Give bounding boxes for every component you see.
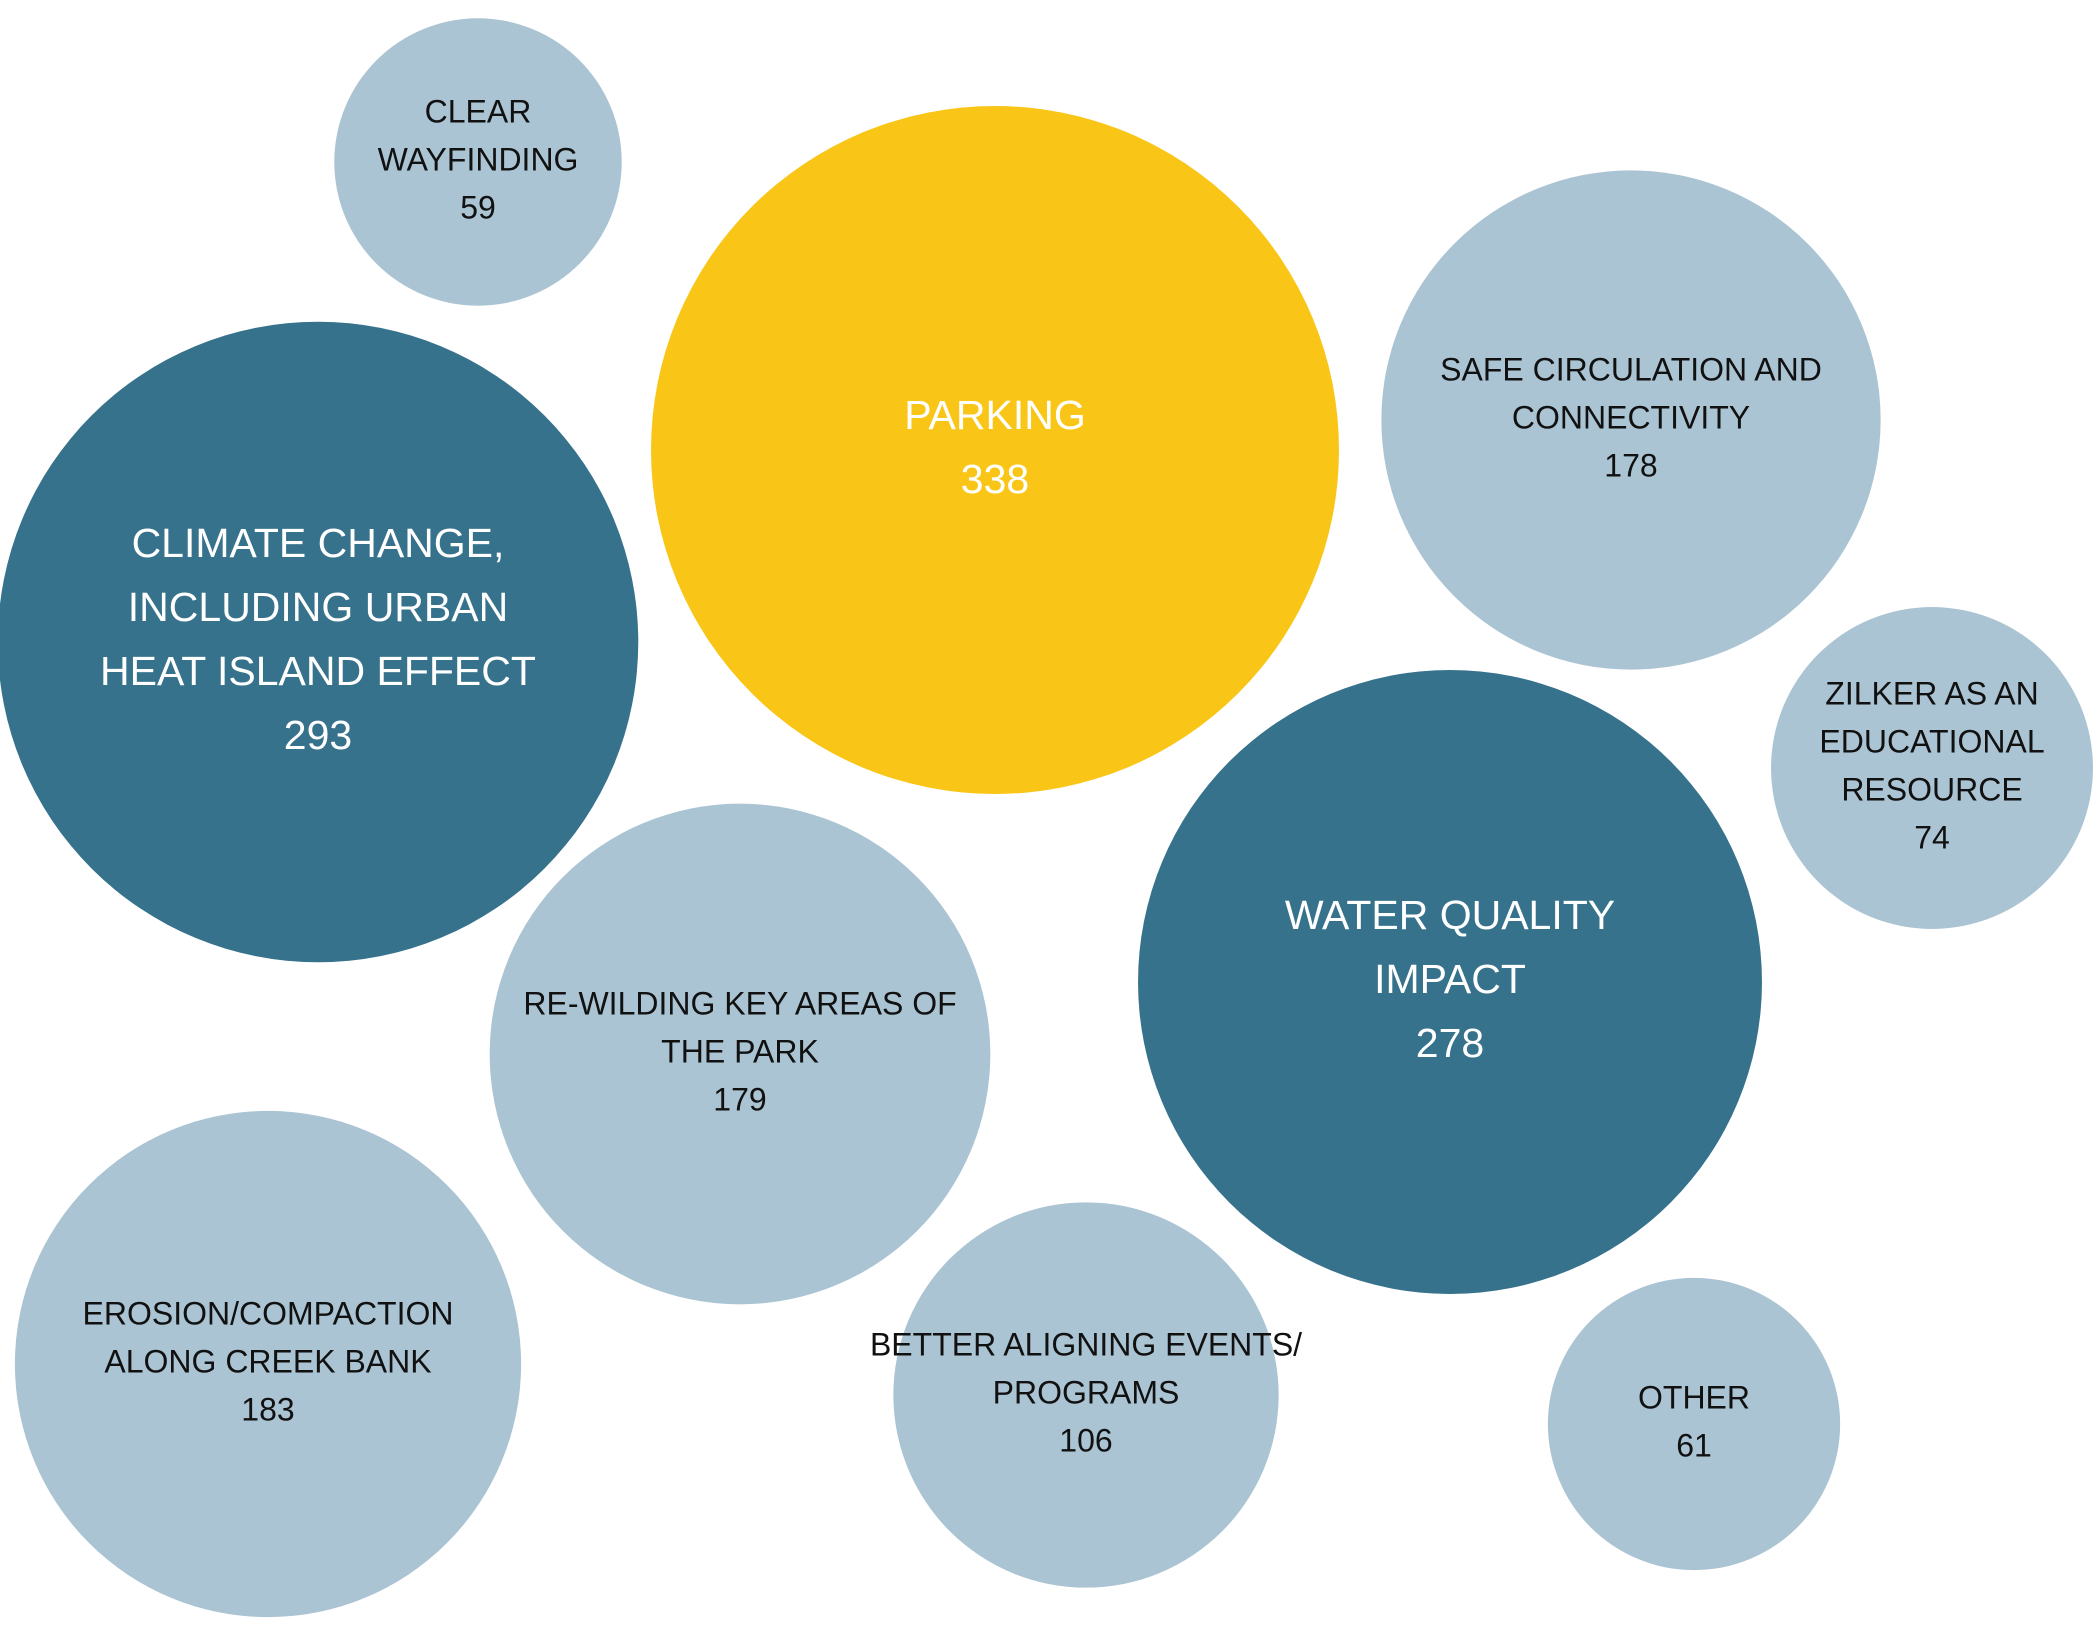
bubble-clear-wayfinding: CLEAR WAYFINDING 59 bbox=[334, 18, 622, 306]
bubble-label-climate-change-including-urban-heat-island-effect: INCLUDING URBAN bbox=[128, 584, 508, 630]
bubble-circle-erosion-compaction-along-creek-bank bbox=[14, 1110, 522, 1618]
bubble-value-safe-circulation-and-connectivity: 178 bbox=[1604, 447, 1657, 483]
bubble-circle-safe-circulation-and-connectivity bbox=[1381, 170, 1881, 670]
bubble-label-water-quality-impact: WATER QUALITY bbox=[1285, 892, 1615, 938]
bubble-label-zilker-as-an-educational-resource: RESOURCE bbox=[1841, 771, 2022, 807]
bubble-label-re-wilding-key-areas-of-the-park: THE PARK bbox=[661, 1033, 819, 1069]
bubble-circle-parking bbox=[651, 106, 1339, 794]
bubble-label-erosion-compaction-along-creek-bank: ALONG CREEK BANK bbox=[104, 1343, 431, 1379]
bubble-value-parking: 338 bbox=[961, 456, 1029, 502]
bubble-label-re-wilding-key-areas-of-the-park: RE-WILDING KEY AREAS OF bbox=[523, 985, 956, 1021]
bubble-water-quality-impact: WATER QUALITY IMPACT 278 bbox=[1138, 670, 1762, 1294]
bubble-other: OTHER 61 bbox=[1547, 1277, 1841, 1571]
bubble-better-aligning-events-programs: BETTER ALIGNING EVENTS/PROGRAMS 106 bbox=[870, 1202, 1302, 1588]
bubble-label-better-aligning-events-programs: BETTER ALIGNING EVENTS/ bbox=[870, 1326, 1302, 1362]
bubble-label-climate-change-including-urban-heat-island-effect: HEAT ISLAND EFFECT bbox=[100, 648, 536, 694]
bubble-label-climate-change-including-urban-heat-island-effect: CLIMATE CHANGE, bbox=[132, 520, 505, 566]
bubble-label-erosion-compaction-along-creek-bank: EROSION/COMPACTION bbox=[83, 1295, 454, 1331]
bubble-circle-climate-change-including-urban-heat-island-effect bbox=[0, 321, 639, 963]
bubble-value-other: 61 bbox=[1676, 1427, 1712, 1463]
bubble-label-zilker-as-an-educational-resource: ZILKER AS AN bbox=[1825, 675, 2038, 711]
bubble-label-safe-circulation-and-connectivity: CONNECTIVITY bbox=[1512, 399, 1750, 435]
bubble-value-clear-wayfinding: 59 bbox=[460, 189, 496, 225]
bubble-re-wilding-key-areas-of-the-park: RE-WILDING KEY AREAS OF THE PARK 179 bbox=[489, 803, 991, 1305]
bubble-label-parking: PARKING bbox=[904, 392, 1086, 438]
bubble-circle-clear-wayfinding bbox=[334, 18, 622, 306]
bubble-circle-zilker-as-an-educational-resource bbox=[1771, 607, 2093, 929]
bubble-zilker-as-an-educational-resource: ZILKER AS AN EDUCATIONAL RESOURCE 74 bbox=[1771, 607, 2093, 929]
bubble-circle-re-wilding-key-areas-of-the-park bbox=[489, 803, 991, 1305]
bubble-value-water-quality-impact: 278 bbox=[1416, 1020, 1484, 1066]
bubble-erosion-compaction-along-creek-bank: EROSION/COMPACTION ALONG CREEK BANK 183 bbox=[14, 1110, 522, 1618]
bubble-label-water-quality-impact: IMPACT bbox=[1374, 956, 1526, 1002]
bubble-label-other: OTHER bbox=[1638, 1379, 1750, 1415]
bubble-circle-other bbox=[1547, 1277, 1841, 1571]
bubble-value-better-aligning-events-programs: 106 bbox=[1059, 1422, 1112, 1458]
bubble-value-erosion-compaction-along-creek-bank: 183 bbox=[241, 1391, 294, 1427]
bubble-value-climate-change-including-urban-heat-island-effect: 293 bbox=[284, 712, 352, 758]
bubble-label-better-aligning-events-programs: PROGRAMS bbox=[993, 1374, 1180, 1410]
bubble-climate-change-including-urban-heat-island-effect: CLIMATE CHANGE, INCLUDING URBAN HEAT ISLAN… bbox=[0, 321, 639, 963]
bubble-label-zilker-as-an-educational-resource: EDUCATIONAL bbox=[1819, 723, 2044, 759]
bubble-safe-circulation-and-connectivity: SAFE CIRCULATION AND CONNECTIVITY 178 bbox=[1381, 170, 1881, 670]
bubble-value-zilker-as-an-educational-resource: 74 bbox=[1914, 819, 1950, 855]
bubble-circle-better-aligning-events-programs bbox=[893, 1202, 1279, 1588]
bubble-label-clear-wayfinding: CLEAR bbox=[425, 93, 532, 129]
bubble-value-re-wilding-key-areas-of-the-park: 179 bbox=[713, 1081, 766, 1117]
bubble-parking: PARKING 338 bbox=[651, 106, 1339, 794]
bubble-label-clear-wayfinding: WAYFINDING bbox=[378, 141, 579, 177]
bubble-label-safe-circulation-and-connectivity: SAFE CIRCULATION AND bbox=[1440, 351, 1822, 387]
bubble-circle-water-quality-impact bbox=[1138, 670, 1762, 1294]
